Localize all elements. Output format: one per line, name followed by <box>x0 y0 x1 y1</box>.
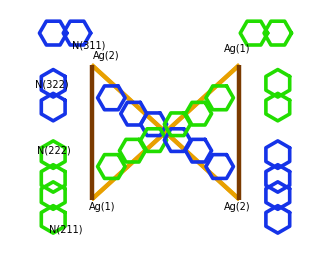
Text: N(322): N(322) <box>35 80 68 90</box>
Text: Ag(1): Ag(1) <box>89 202 116 212</box>
Text: Ag(2): Ag(2) <box>224 202 250 212</box>
Text: Ag(1): Ag(1) <box>224 44 250 54</box>
Text: N(222): N(222) <box>36 146 70 156</box>
Text: Ag(2): Ag(2) <box>93 51 119 61</box>
Text: N(311): N(311) <box>72 40 105 50</box>
Text: N(211): N(211) <box>49 225 83 235</box>
